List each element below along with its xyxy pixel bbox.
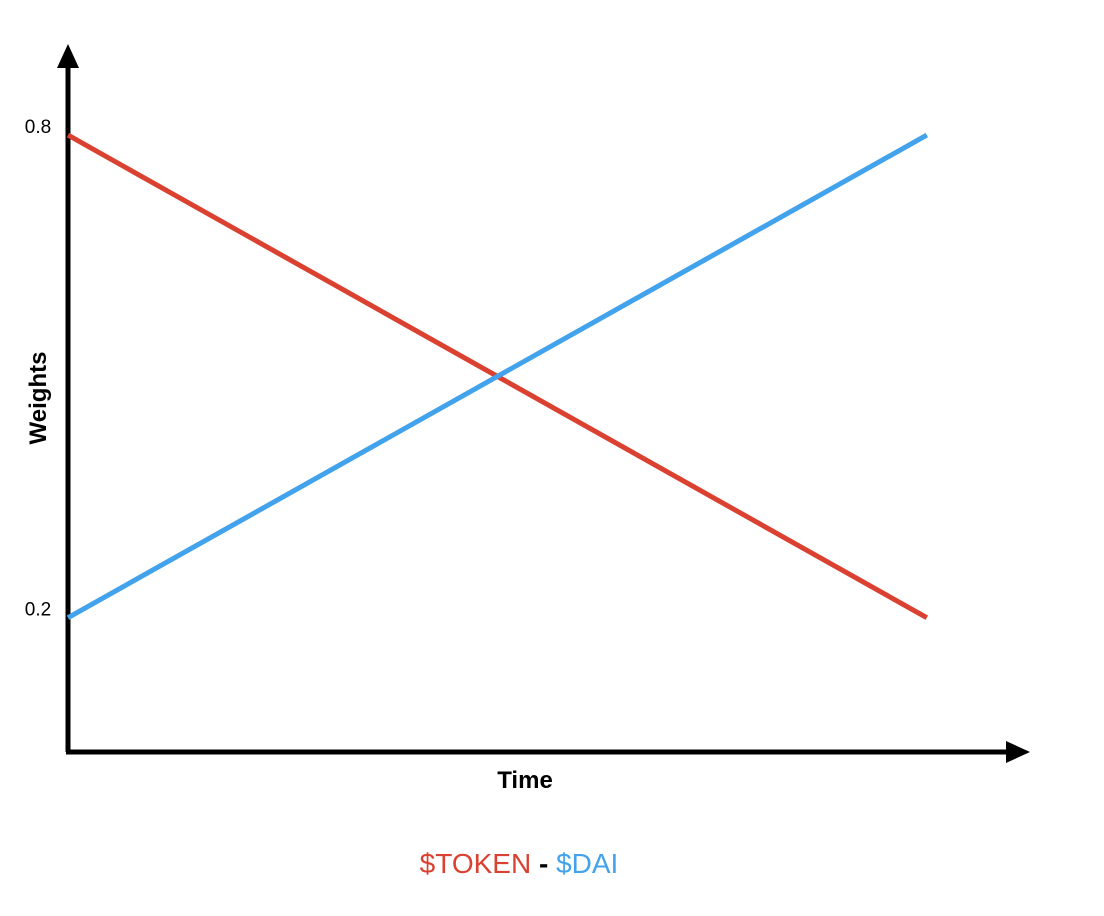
y-axis-arrow-icon — [57, 44, 79, 68]
x-axis — [66, 741, 1030, 763]
legend: $TOKEN - $DAI — [0, 848, 1038, 880]
legend-separator: - — [538, 848, 549, 879]
y-tick-label: 0.2 — [25, 600, 51, 621]
x-axis-arrow-icon — [1006, 741, 1030, 763]
legend-item-token: $TOKEN — [419, 848, 532, 879]
series-lines — [66, 132, 929, 620]
y-axis-label: Weights — [25, 352, 52, 445]
y-axis — [57, 44, 79, 752]
x-axis-label: Time — [497, 767, 553, 794]
y-tick-labels: 0.8 0.2 — [25, 117, 51, 621]
y-tick-label: 0.8 — [25, 117, 51, 138]
legend-item-dai: $DAI — [556, 848, 619, 879]
series-line-dai — [66, 132, 929, 620]
